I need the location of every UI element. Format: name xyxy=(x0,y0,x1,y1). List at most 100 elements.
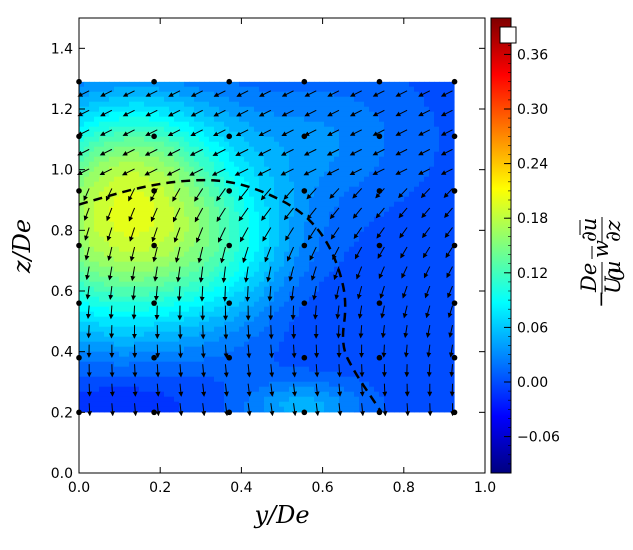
field-cell xyxy=(329,281,335,288)
field-cell xyxy=(299,351,305,358)
field-cell xyxy=(324,281,330,288)
field-cell xyxy=(434,391,440,398)
field-cell xyxy=(384,291,390,298)
field-cell xyxy=(324,206,330,213)
field-cell xyxy=(369,301,375,308)
field-cell xyxy=(244,356,250,363)
field-cell xyxy=(99,361,105,368)
field-cell xyxy=(99,356,105,363)
field-cell xyxy=(244,171,250,178)
field-cell xyxy=(169,341,175,348)
field-cell xyxy=(424,191,430,198)
field-cell xyxy=(449,141,455,148)
field-cell xyxy=(299,246,305,253)
field-cell xyxy=(424,126,430,133)
field-cell xyxy=(399,396,405,403)
field-cell xyxy=(359,236,365,243)
field-cell xyxy=(399,351,405,358)
field-cell xyxy=(384,321,390,328)
field-cell xyxy=(144,161,150,168)
field-cell xyxy=(429,111,435,118)
field-cell xyxy=(344,216,350,223)
field-cell xyxy=(234,221,240,228)
field-cell xyxy=(439,211,445,218)
field-cell xyxy=(379,231,385,238)
field-cell xyxy=(364,241,370,248)
field-cell xyxy=(314,246,320,253)
field-cell xyxy=(84,131,90,138)
field-cell xyxy=(134,311,140,318)
field-cell xyxy=(174,206,180,213)
field-cell xyxy=(209,361,215,368)
field-cell xyxy=(369,236,375,243)
field-cell xyxy=(379,281,385,288)
field-cell xyxy=(124,186,130,193)
field-cell xyxy=(294,201,300,208)
field-cell xyxy=(394,186,400,193)
field-cell xyxy=(399,371,405,378)
field-cell xyxy=(149,401,155,408)
field-cell xyxy=(119,96,125,103)
field-cell xyxy=(239,311,245,318)
field-cell xyxy=(274,406,280,413)
field-cell xyxy=(334,396,340,403)
field-cell xyxy=(314,201,320,208)
field-cell xyxy=(119,211,125,218)
field-cell xyxy=(84,281,90,288)
field-cell xyxy=(394,271,400,278)
field-cell xyxy=(314,256,320,263)
field-cell xyxy=(159,151,165,158)
field-cell xyxy=(229,286,235,293)
field-cell xyxy=(404,141,410,148)
field-cell xyxy=(144,266,150,273)
field-cell xyxy=(94,286,100,293)
field-cell xyxy=(194,321,200,328)
field-cell xyxy=(189,316,195,323)
field-cell xyxy=(139,136,145,143)
field-cell xyxy=(169,346,175,353)
field-cell xyxy=(274,211,280,218)
field-cell xyxy=(109,291,115,298)
field-cell xyxy=(184,101,190,108)
field-cell xyxy=(229,326,235,333)
field-cell xyxy=(389,116,395,123)
field-cell xyxy=(179,196,185,203)
field-cell xyxy=(299,151,305,158)
field-cell xyxy=(214,166,220,173)
field-cell xyxy=(119,251,125,258)
field-cell xyxy=(289,326,295,333)
field-cell xyxy=(139,121,145,128)
field-cell xyxy=(174,261,180,268)
field-cell xyxy=(404,226,410,233)
field-cell xyxy=(164,356,170,363)
field-cell xyxy=(434,126,440,133)
field-cell xyxy=(324,161,330,168)
field-cell xyxy=(309,116,315,123)
field-cell xyxy=(184,196,190,203)
field-cell xyxy=(249,321,255,328)
field-cell xyxy=(239,101,245,108)
field-cell xyxy=(339,106,345,113)
field-cell xyxy=(224,181,230,188)
field-cell xyxy=(369,96,375,103)
field-cell xyxy=(104,206,110,213)
field-cell xyxy=(179,241,185,248)
field-cell xyxy=(439,126,445,133)
field-cell xyxy=(169,386,175,393)
field-cell xyxy=(104,201,110,208)
field-cell xyxy=(249,161,255,168)
field-cell xyxy=(254,251,260,258)
field-cell xyxy=(399,291,405,298)
field-cell xyxy=(114,111,120,118)
field-cell xyxy=(169,321,175,328)
field-cell xyxy=(194,351,200,358)
field-cell xyxy=(84,326,90,333)
field-cell xyxy=(114,96,120,103)
field-cell xyxy=(89,176,95,183)
field-cell xyxy=(374,146,380,153)
field-cell xyxy=(139,351,145,358)
field-cell xyxy=(139,141,145,148)
field-cell xyxy=(419,381,425,388)
field-cell xyxy=(154,216,160,223)
field-cell xyxy=(254,301,260,308)
